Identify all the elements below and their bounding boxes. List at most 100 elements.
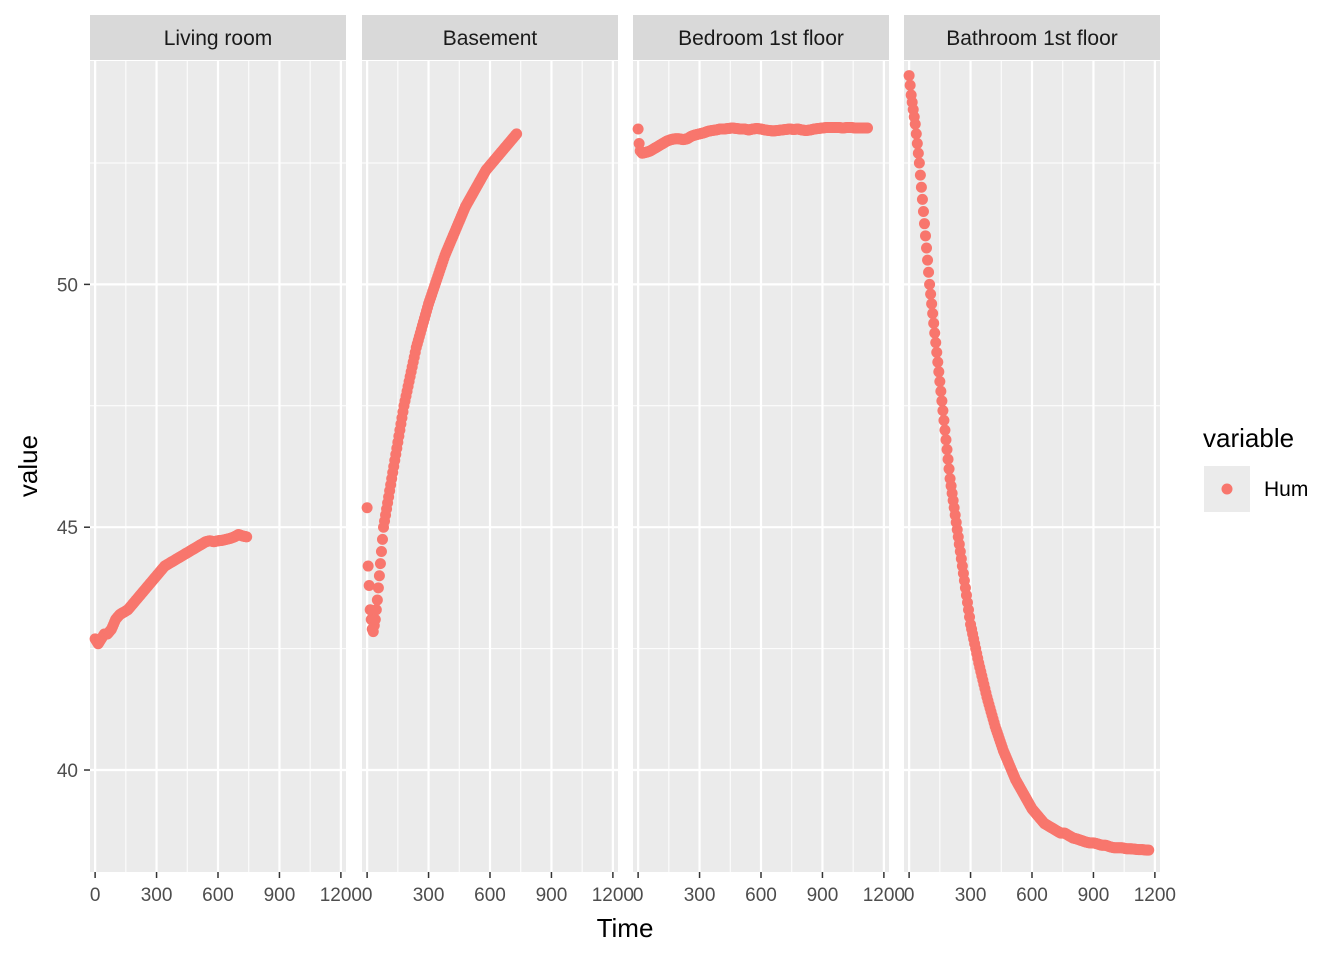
x-axis-title: Time xyxy=(597,913,654,943)
legend-label-hum: Hum xyxy=(1264,478,1308,501)
x-tick-label: 0 xyxy=(362,885,373,906)
data-point xyxy=(370,604,382,616)
data-point xyxy=(918,218,930,230)
data-point xyxy=(363,579,375,591)
data-point xyxy=(913,157,925,169)
facet-panels: Living room Basement Bedroom 1st floor Bath… xyxy=(89,15,1160,872)
data-point xyxy=(939,424,951,436)
y-tick-label: 40 xyxy=(57,761,78,782)
data-point xyxy=(921,242,933,254)
x-tick-label: 600 xyxy=(474,885,506,906)
data-point xyxy=(511,128,523,140)
data-point xyxy=(926,298,938,310)
facet-bathroom-1st-floor: Bathroom 1st floor xyxy=(903,15,1160,872)
data-point xyxy=(928,317,940,329)
x-tick-label: 600 xyxy=(745,885,777,906)
data-point xyxy=(362,560,374,572)
data-point xyxy=(942,453,954,465)
data-point xyxy=(940,434,952,446)
legend-key-hum xyxy=(1221,483,1233,495)
x-axis-bathroom-1st-floor: 0 300 600 900 1200 xyxy=(904,872,1176,906)
facet-strip-label: Basement xyxy=(443,27,538,50)
x-tick-label: 900 xyxy=(1078,885,1110,906)
data-point xyxy=(923,266,935,278)
data-point xyxy=(241,531,253,543)
x-axis-basement: 0 300 600 900 1200 xyxy=(362,872,634,906)
data-point xyxy=(934,376,946,388)
x-tick-label: 900 xyxy=(264,885,296,906)
data-point xyxy=(941,444,953,456)
x-axis-living-room: 0 300 600 900 1200 xyxy=(90,872,362,906)
data-point xyxy=(373,570,385,582)
y-axis: 40 45 50 xyxy=(57,275,90,782)
y-tick-label: 45 xyxy=(57,518,78,539)
data-point xyxy=(861,122,873,134)
data-point xyxy=(938,414,950,426)
data-point xyxy=(935,385,947,397)
x-axis-bedroom-1st-floor: 0 300 600 900 1200 xyxy=(633,872,905,906)
data-point xyxy=(914,169,926,181)
data-point xyxy=(912,147,924,159)
facet-strip-label: Bathroom 1st floor xyxy=(946,27,1118,50)
data-point xyxy=(920,230,932,242)
data-point xyxy=(916,193,928,205)
facet-strip-label: Bedroom 1st floor xyxy=(678,27,844,50)
y-tick-label: 50 xyxy=(57,275,78,296)
data-point xyxy=(915,181,927,193)
x-tick-label: 900 xyxy=(536,885,568,906)
y-axis-title: value xyxy=(13,435,43,497)
x-tick-label: 300 xyxy=(955,885,987,906)
facet-strip xyxy=(90,15,346,60)
facet-basement: Basement xyxy=(361,15,618,872)
data-point xyxy=(922,254,934,266)
data-point xyxy=(376,533,388,545)
series-hum-points xyxy=(903,70,1155,856)
x-tick-label: 0 xyxy=(90,885,101,906)
data-point xyxy=(369,613,381,625)
x-tick-label: 300 xyxy=(684,885,716,906)
x-tick-label: 1200 xyxy=(592,885,634,906)
data-point xyxy=(936,395,948,407)
data-point xyxy=(927,308,939,320)
data-point xyxy=(1143,844,1155,856)
data-point xyxy=(372,582,384,594)
data-point xyxy=(361,502,373,514)
x-tick-label: 0 xyxy=(904,885,915,906)
data-point xyxy=(937,405,949,417)
data-point xyxy=(931,346,943,358)
data-point xyxy=(925,288,937,300)
data-point xyxy=(917,206,929,218)
data-point xyxy=(910,128,922,140)
x-tick-label: 1200 xyxy=(863,885,905,906)
facet-living-room: Living room xyxy=(89,15,346,872)
data-point xyxy=(904,79,916,91)
data-point xyxy=(943,463,955,475)
facet-strip xyxy=(904,15,1160,60)
facet-strip xyxy=(633,15,889,60)
data-point xyxy=(933,366,945,378)
x-tick-label: 1200 xyxy=(320,885,362,906)
data-point xyxy=(375,545,387,557)
facet-bedroom-1st-floor: Bedroom 1st floor xyxy=(632,15,889,872)
data-point xyxy=(924,278,936,290)
data-point xyxy=(932,356,944,368)
x-tick-label: 600 xyxy=(202,885,234,906)
series-hum-points xyxy=(89,528,253,650)
x-tick-label: 0 xyxy=(633,885,644,906)
legend: variable Hum xyxy=(1203,423,1308,512)
facet-strip-label: Living room xyxy=(164,27,273,50)
facet-strip xyxy=(362,15,618,60)
data-point xyxy=(929,327,941,339)
x-tick-label: 300 xyxy=(141,885,173,906)
data-point xyxy=(374,558,386,570)
x-tick-label: 1200 xyxy=(1134,885,1176,906)
data-point xyxy=(903,70,915,82)
data-point xyxy=(911,138,923,150)
data-point xyxy=(632,123,644,135)
legend-title: variable xyxy=(1203,423,1294,453)
series-hum-points xyxy=(632,122,873,159)
x-tick-label: 300 xyxy=(413,885,445,906)
x-tick-label: 900 xyxy=(807,885,839,906)
